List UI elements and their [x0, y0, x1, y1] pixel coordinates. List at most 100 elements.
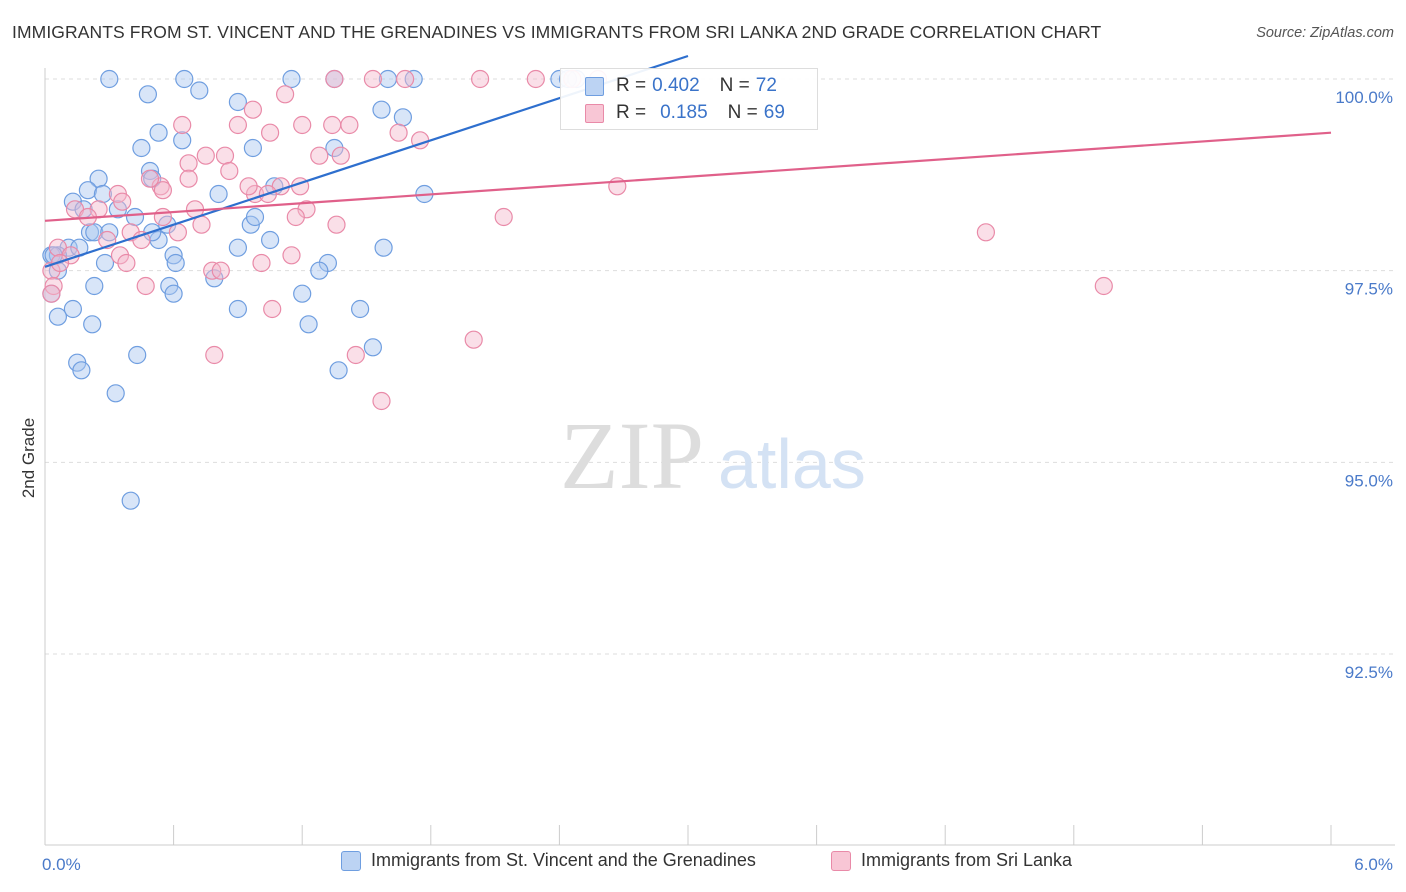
legend-swatch-pink [831, 850, 851, 871]
point-sri-lanka [331, 146, 350, 165]
point-sri-lanka [117, 253, 136, 273]
point-sri-lanka [220, 161, 239, 181]
point-st-vincent [173, 131, 192, 150]
point-sri-lanka [42, 284, 61, 303]
point-sri-lanka [340, 115, 359, 135]
point-st-vincent [261, 230, 280, 250]
y-tick-label: 100.0% [1335, 88, 1393, 107]
point-st-vincent [149, 123, 168, 142]
y-tick-label: 97.5% [1345, 280, 1393, 299]
point-sri-lanka [363, 69, 382, 89]
point-sri-lanka [282, 246, 301, 265]
legend-swatch-blue [341, 850, 361, 871]
point-sri-lanka [215, 146, 235, 165]
point-st-vincent [374, 238, 393, 257]
point-st-vincent [72, 361, 91, 380]
point-sri-lanka [346, 345, 365, 365]
point-st-vincent [166, 253, 185, 273]
point-sri-lanka [325, 69, 344, 89]
point-sri-lanka [323, 115, 342, 135]
point-st-vincent [209, 184, 228, 204]
stats-n-value-blue: 72 [755, 75, 777, 96]
gridlines [45, 78, 1395, 655]
point-sri-lanka [464, 330, 483, 349]
y-tick-label: 95.0% [1345, 471, 1393, 490]
point-sri-lanka [153, 207, 172, 227]
point-st-vincent [329, 361, 348, 380]
point-st-vincent [59, 238, 78, 257]
tick-labels: 100.0% 97.5% 95.0% 92.5% 0.0% 6.0% [42, 88, 1393, 874]
y-tick-label: 92.5% [1345, 663, 1393, 682]
point-sri-lanka [140, 169, 160, 188]
point-st-vincent [393, 108, 412, 127]
point-st-vincent [78, 181, 98, 200]
point-st-vincent [164, 284, 183, 303]
point-st-vincent [121, 491, 140, 510]
point-sri-lanka [239, 177, 258, 196]
point-st-vincent [63, 299, 83, 319]
point-st-vincent [175, 69, 194, 89]
x-tick-label: 6.0% [1354, 855, 1393, 874]
stats-r-label-pink: R = [616, 102, 647, 123]
point-st-vincent [299, 315, 318, 334]
point-st-vincent [63, 192, 83, 211]
point-sri-lanka [211, 261, 230, 280]
point-sri-lanka [179, 154, 198, 173]
point-sri-lanka [228, 115, 247, 135]
legend-label-st-vincent: Immigrants from St. Vincent and the Gren… [371, 850, 756, 870]
legend-item-st-vincent: Immigrants from St. Vincent and the Gren… [341, 850, 756, 871]
point-sri-lanka [196, 146, 215, 165]
point-st-vincent [83, 315, 102, 334]
point-sri-lanka [263, 299, 282, 319]
point-sri-lanka [494, 207, 513, 227]
stats-row-blue: R = 0.402 N = 72 [585, 73, 777, 99]
point-sri-lanka [389, 123, 408, 142]
stats-swatch-blue [585, 76, 604, 96]
chart-title: IMMIGRANTS FROM ST. VINCENT AND THE GREN… [12, 22, 1102, 42]
stats-n-value-pink: 69 [763, 102, 785, 123]
point-st-vincent [128, 345, 147, 365]
point-st-vincent [293, 284, 312, 303]
y-axis-label: 2nd Grade [19, 418, 38, 498]
point-st-vincent [282, 69, 301, 89]
point-sri-lanka [526, 69, 545, 89]
point-sri-lanka [276, 85, 295, 104]
point-sri-lanka [372, 391, 391, 411]
point-sri-lanka [205, 345, 224, 365]
point-sri-lanka [471, 69, 490, 89]
point-st-vincent [85, 276, 104, 296]
point-sri-lanka [243, 100, 262, 119]
stats-row-pink: R = 0.185 N = 69 [585, 100, 785, 126]
zipatlas-watermark: ZIP atlas [560, 402, 866, 509]
point-sri-lanka [261, 123, 280, 142]
watermark-zip: ZIP [560, 402, 704, 509]
point-st-vincent [100, 69, 119, 89]
point-st-vincent [132, 138, 151, 158]
point-st-vincent [310, 261, 329, 280]
point-sri-lanka [136, 276, 155, 296]
point-st-vincent [363, 338, 382, 357]
point-sri-lanka [179, 169, 198, 188]
stats-box: R = 0.402 N = 72 R = 0.185 N = 69 [560, 68, 818, 130]
point-sri-lanka [327, 215, 346, 234]
point-st-vincent [125, 207, 145, 227]
point-sri-lanka [113, 192, 132, 211]
stats-r-label-blue: R = [616, 75, 647, 96]
point-sri-lanka [252, 253, 271, 273]
point-sri-lanka [153, 181, 172, 200]
axes [44, 68, 1395, 846]
chart-legend: Immigrants from St. Vincent and the Gren… [0, 850, 1406, 880]
stats-r-value-pink: 0.185 [660, 102, 708, 123]
point-st-vincent [243, 138, 262, 158]
point-sri-lanka [192, 215, 211, 234]
stats-swatch-pink [585, 103, 604, 123]
point-sri-lanka [976, 223, 996, 242]
point-st-vincent [95, 253, 115, 273]
stats-n-label-blue: N = [719, 75, 750, 96]
point-st-vincent [351, 299, 370, 319]
point-st-vincent [245, 207, 265, 227]
point-sri-lanka [293, 115, 312, 135]
point-st-vincent [228, 92, 247, 112]
point-st-vincent [138, 85, 157, 104]
